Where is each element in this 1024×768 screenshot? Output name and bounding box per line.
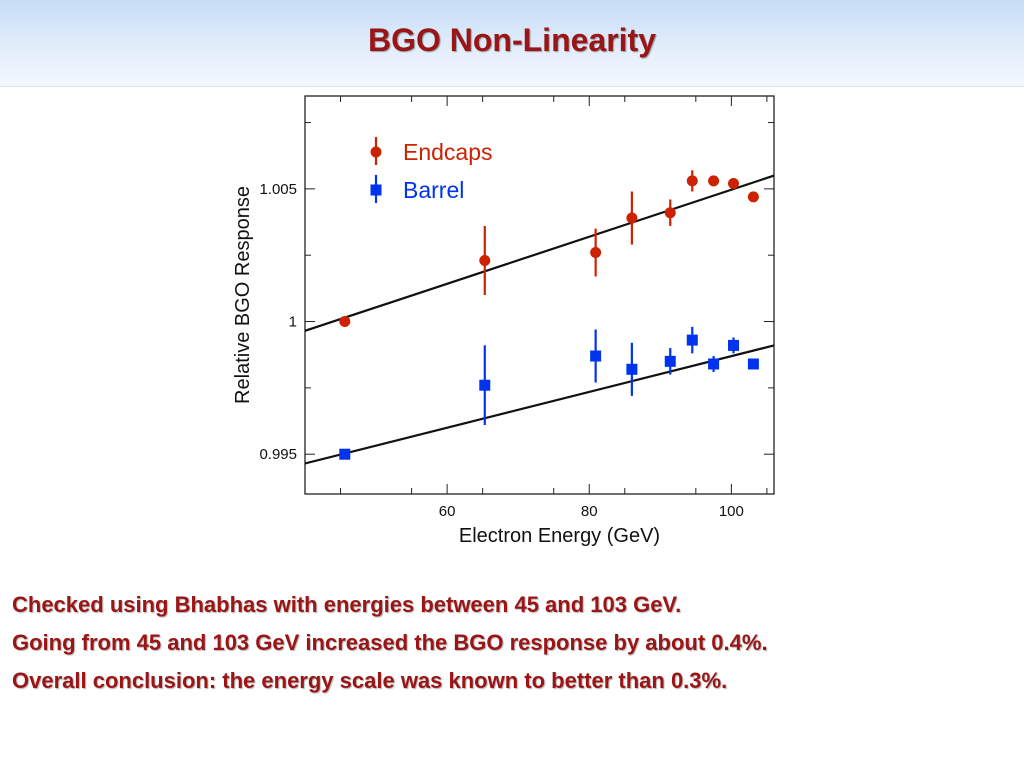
x-tick-label: 100 [719, 503, 744, 520]
data-point [626, 212, 638, 224]
data-point [590, 350, 602, 362]
data-point [708, 358, 720, 370]
x-tick-label: 60 [439, 503, 456, 520]
data-point [339, 448, 351, 460]
legend-label: Endcaps [403, 139, 493, 165]
title-bar [0, 0, 1024, 87]
data-point [664, 355, 676, 367]
legend-marker [370, 184, 382, 196]
data-point [590, 247, 602, 259]
data-point [479, 255, 491, 267]
data-point [747, 191, 759, 203]
y-tick-label: 0.995 [259, 446, 297, 463]
data-point [727, 178, 739, 190]
data-point [664, 207, 676, 219]
bullet-item: Going from 45 and 103 GeV increased the … [12, 630, 768, 655]
bullet-item: Overall conclusion: the energy scale was… [12, 668, 728, 693]
x-axis-label: Electron Energy (GeV) [459, 525, 660, 547]
data-point [479, 379, 491, 391]
data-point [626, 363, 638, 375]
data-point [747, 358, 759, 370]
data-point [686, 175, 698, 187]
bullet-list: Checked using Bhabhas with energies betw… [12, 586, 1012, 700]
data-point [339, 316, 351, 328]
y-tick-label: 1.005 [259, 181, 297, 198]
chart: 60 80 100 0.995 1 1.005 Electron Energy (GeV) R… [232, 95, 775, 547]
legend-label: Barrel [403, 177, 464, 203]
y-tick-label: 1 [289, 314, 297, 331]
fit-line [305, 174, 774, 332]
data-point [727, 339, 739, 351]
legend-marker [370, 146, 382, 158]
y-axis-label: Relative BGO Response [232, 186, 254, 404]
page-title: BGO Non-Linearity [367, 22, 656, 58]
plot-frame [304, 95, 775, 495]
data-point [708, 175, 720, 187]
data-point [686, 334, 698, 346]
bullet-item: Checked using Bhabhas with energies betw… [12, 592, 682, 617]
x-tick-label: 80 [581, 503, 598, 520]
fit-line [305, 344, 774, 465]
